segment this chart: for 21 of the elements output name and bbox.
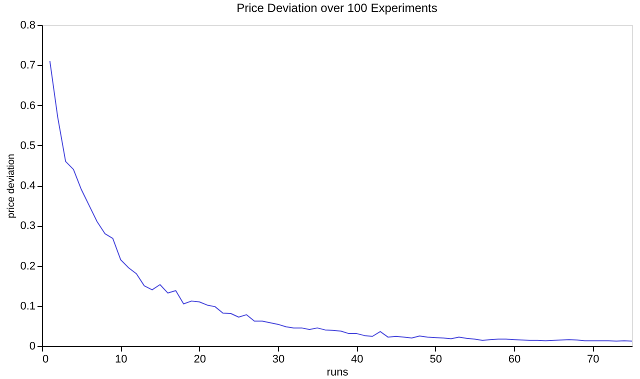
x-tick-label: 70 bbox=[587, 354, 600, 366]
x-tick-label: 60 bbox=[508, 354, 521, 366]
x-tick-label: 0 bbox=[42, 354, 49, 366]
x-tick-label: 50 bbox=[430, 354, 442, 366]
x-tick-label: 20 bbox=[194, 354, 206, 366]
chart-title: Price Deviation over 100 Experiments bbox=[236, 1, 438, 15]
y-tick-label: 0.3 bbox=[20, 220, 36, 232]
line-series bbox=[49, 60, 632, 342]
y-axis-title: price deviation bbox=[6, 154, 18, 218]
y-tick-label: 0.1 bbox=[20, 300, 36, 312]
y-tick-label: 0.2 bbox=[20, 260, 36, 272]
y-tick-label: 0.4 bbox=[20, 180, 36, 192]
x-tick-label: 10 bbox=[115, 354, 128, 366]
y-tick-label: 0.7 bbox=[20, 60, 36, 72]
y-tick-label: 0.5 bbox=[20, 140, 36, 152]
y-tick-label: 0.8 bbox=[20, 20, 36, 32]
x-tick-label: 30 bbox=[272, 354, 285, 366]
x-tick-label: 40 bbox=[351, 354, 364, 366]
x-axis-title: runs bbox=[326, 366, 349, 378]
y-tick-label: 0.6 bbox=[20, 100, 36, 112]
y-tick-label: 0 bbox=[29, 340, 36, 352]
